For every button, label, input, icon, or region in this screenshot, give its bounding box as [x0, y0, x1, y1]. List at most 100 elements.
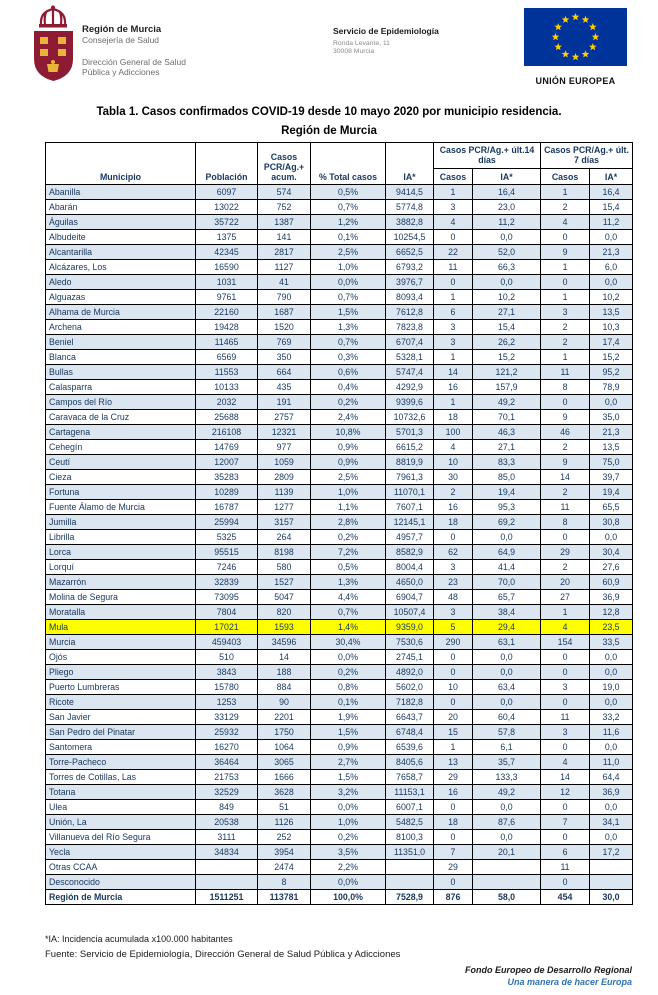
- table-row: Unión, La 20538 1126 1,0% 5482,5 18 87,6 7 34,1: [45, 814, 634, 830]
- value-cell: 7823,8: [385, 319, 434, 335]
- value-cell: 41: [257, 274, 311, 290]
- value-cell: 2474: [257, 859, 311, 875]
- value-cell: 0,0: [589, 664, 634, 680]
- value-cell: 5482,5: [385, 814, 434, 830]
- value-cell: [195, 859, 258, 875]
- value-cell: 1: [540, 604, 591, 620]
- value-cell: 36464: [195, 754, 258, 770]
- value-cell: 19,4: [471, 484, 542, 500]
- value-cell: 0,0: [471, 694, 542, 710]
- value-cell: 18: [433, 814, 473, 830]
- municipio-cell: Albudeite: [45, 229, 196, 245]
- municipio-cell: Región de Murcia: [45, 889, 196, 905]
- value-cell: 0: [540, 799, 591, 815]
- municipio-cell: Alhama de Murcia: [45, 304, 196, 320]
- value-cell: 0,0: [589, 649, 634, 665]
- value-cell: 23,0: [471, 199, 542, 215]
- municipio-cell: Fuente Álamo de Murcia: [45, 499, 196, 515]
- value-cell: 65,5: [589, 499, 634, 515]
- value-cell: 27,1: [471, 439, 542, 455]
- value-cell: 8198: [257, 544, 311, 560]
- value-cell: 884: [257, 679, 311, 695]
- value-cell: 20538: [195, 814, 258, 830]
- value-cell: 29: [433, 769, 473, 785]
- value-cell: 35,7: [471, 754, 542, 770]
- municipio-cell: Santomera: [45, 739, 196, 755]
- value-cell: 27: [540, 589, 591, 605]
- murcia-coat-of-arms-icon: [34, 5, 73, 81]
- municipio-cell: Fortuna: [45, 484, 196, 500]
- table-row: Molina de Segura 73095 5047 4,4% 6904,7 48 65,…: [45, 589, 634, 605]
- value-cell: 10254,5: [385, 229, 434, 245]
- col-header-pct-total: % Total casos: [310, 142, 386, 185]
- value-cell: 0: [540, 739, 591, 755]
- value-cell: 35,0: [589, 409, 634, 425]
- value-cell: 4892,0: [385, 664, 434, 680]
- municipio-cell: Jumilla: [45, 514, 196, 530]
- value-cell: 25994: [195, 514, 258, 530]
- value-cell: 30,4: [589, 544, 634, 560]
- value-cell: 70,0: [471, 574, 542, 590]
- table-row: Abanilla 6097 574 0,5% 9414,5 1 16,4 1 16,4: [45, 184, 634, 200]
- value-cell: 0: [433, 229, 473, 245]
- value-cell: 6097: [195, 184, 258, 200]
- value-cell: 0,4%: [310, 379, 386, 395]
- org-sub-line2: Pública y Adicciones: [82, 67, 160, 77]
- value-cell: 9399,6: [385, 394, 434, 410]
- value-cell: 4: [540, 214, 591, 230]
- value-cell: 0: [540, 664, 591, 680]
- value-cell: 16,4: [589, 184, 634, 200]
- table-row: Región de Murcia 1511251 113781 100,0% 7528,…: [45, 889, 634, 905]
- table-row: Librilla 5325 264 0,2% 4957,7 0 0,0 0 0,0: [45, 529, 634, 545]
- footnote-ia: *IA: Incidencia acumulada x100.000 habit…: [45, 934, 233, 944]
- service-block: Servicio de Epidemiología Ronda Levante,…: [333, 26, 439, 56]
- value-cell: 6652,5: [385, 244, 434, 260]
- value-cell: 1,9%: [310, 709, 386, 725]
- value-cell: 8004,4: [385, 559, 434, 575]
- value-cell: 29: [540, 544, 591, 560]
- value-cell: 85,0: [471, 469, 542, 485]
- value-cell: 1: [540, 184, 591, 200]
- value-cell: 63,1: [471, 634, 542, 650]
- value-cell: 7804: [195, 604, 258, 620]
- municipio-cell: Murcia: [45, 634, 196, 650]
- table-row: Totana 32529 3628 3,2% 11153,1 16 49,2 12 36,9: [45, 784, 634, 800]
- value-cell: 1,5%: [310, 769, 386, 785]
- value-cell: 4: [433, 214, 473, 230]
- value-cell: 9359,0: [385, 619, 434, 635]
- value-cell: 11: [540, 499, 591, 515]
- value-cell: 1064: [257, 739, 311, 755]
- value-cell: 1666: [257, 769, 311, 785]
- service-name: Servicio de Epidemiología: [333, 26, 439, 36]
- value-cell: 252: [257, 829, 311, 845]
- value-cell: 9: [540, 244, 591, 260]
- value-cell: 48: [433, 589, 473, 605]
- value-cell: 0: [433, 664, 473, 680]
- value-cell: 2,4%: [310, 409, 386, 425]
- municipio-cell: Moratalla: [45, 604, 196, 620]
- value-cell: 6569: [195, 349, 258, 365]
- value-cell: 0: [540, 694, 591, 710]
- value-cell: 16: [433, 784, 473, 800]
- value-cell: 1277: [257, 499, 311, 515]
- value-cell: 1593: [257, 619, 311, 635]
- value-cell: 1126: [257, 814, 311, 830]
- eu-label: UNIÓN EUROPEA: [535, 76, 616, 86]
- value-cell: 7182,8: [385, 694, 434, 710]
- value-cell: 10133: [195, 379, 258, 395]
- value-cell: 34834: [195, 844, 258, 860]
- value-cell: 15,4: [471, 319, 542, 335]
- value-cell: 1253: [195, 694, 258, 710]
- value-cell: 2,5%: [310, 244, 386, 260]
- value-cell: 154: [540, 634, 591, 650]
- value-cell: 27,6: [589, 559, 634, 575]
- value-cell: 2201: [257, 709, 311, 725]
- value-cell: 33,2: [589, 709, 634, 725]
- municipio-cell: Pliego: [45, 664, 196, 680]
- value-cell: 0: [540, 529, 591, 545]
- table-row: San Javier 33129 2201 1,9% 6643,7 20 60,4 11 33,…: [45, 709, 634, 725]
- table-row: Caravaca de la Cruz 25688 2757 2,4% 10732,6 1…: [45, 409, 634, 425]
- value-cell: 3843: [195, 664, 258, 680]
- value-cell: 10,8%: [310, 424, 386, 440]
- value-cell: 0,7%: [310, 199, 386, 215]
